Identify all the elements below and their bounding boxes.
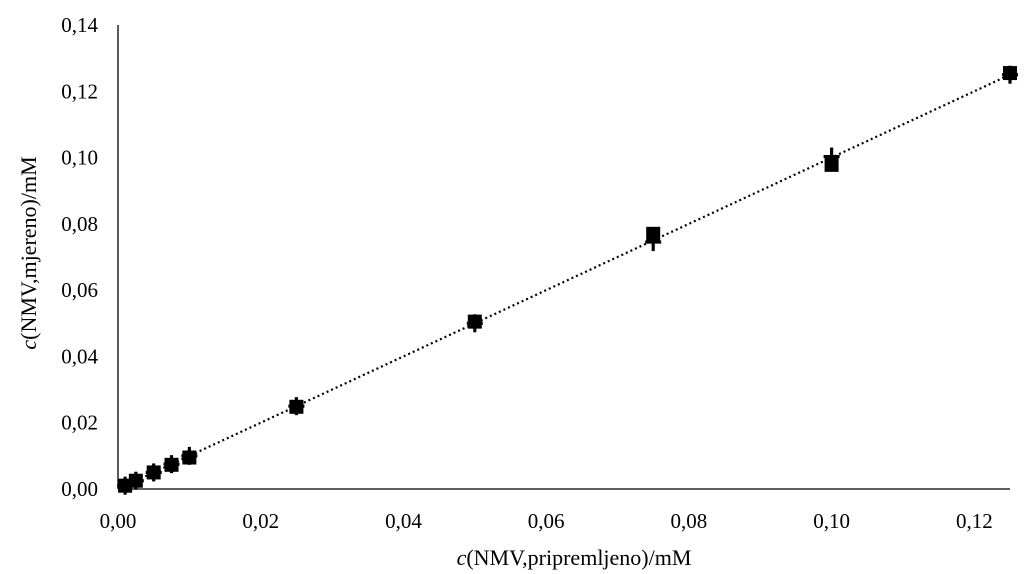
data-point-plus xyxy=(288,397,305,416)
y-tick-label: 0,08 xyxy=(61,212,98,236)
x-tick-label: 0,00 xyxy=(100,509,137,533)
y-tick-label: 0,06 xyxy=(61,278,98,302)
x-axis-title: c(NMV,pripremljeno)/mM xyxy=(457,545,692,570)
y-tick-label: 0,10 xyxy=(61,146,98,170)
y-axis-title: c(NMV,mjereno)/mM xyxy=(16,156,41,349)
x-tick-label: 0,04 xyxy=(385,509,422,533)
data-point-plus xyxy=(181,446,198,465)
x-tick-label: 0,12 xyxy=(956,509,993,533)
data-point-plus xyxy=(466,314,483,333)
x-tick-label: 0,06 xyxy=(528,509,565,533)
data-point-plus xyxy=(117,476,134,495)
x-tick-label: 0,08 xyxy=(671,509,708,533)
plot-area xyxy=(117,25,1018,495)
data-point-plus xyxy=(823,147,840,166)
y-tick-label: 0,14 xyxy=(61,13,98,37)
y-tick-label: 0,02 xyxy=(61,411,98,435)
data-point-plus xyxy=(127,471,144,490)
data-point-plus xyxy=(145,463,162,482)
y-tick-label: 0,12 xyxy=(61,79,98,103)
data-point-plus xyxy=(163,455,180,474)
x-tick-label: 0,10 xyxy=(813,509,850,533)
data-point-plus xyxy=(645,233,662,252)
y-tick-label: 0,00 xyxy=(61,477,98,501)
trendline xyxy=(117,73,1011,490)
x-tick-label: 0,02 xyxy=(242,509,279,533)
y-tick-label: 0,04 xyxy=(61,344,98,368)
data-point-plus xyxy=(1002,65,1018,84)
tick-labels: 0,00 0,02 0,04 0,06 0,08 0,10 0,12 0,00 0,02 0,04… xyxy=(61,13,992,533)
